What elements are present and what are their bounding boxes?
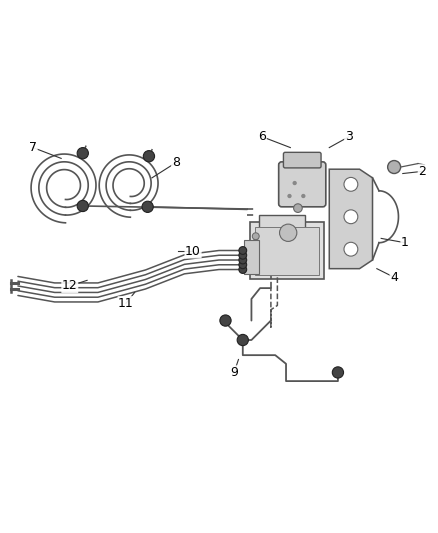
Circle shape bbox=[344, 243, 358, 256]
Text: 3: 3 bbox=[345, 130, 353, 143]
Circle shape bbox=[252, 259, 259, 265]
Text: 2: 2 bbox=[418, 165, 426, 178]
FancyBboxPatch shape bbox=[244, 240, 259, 274]
Circle shape bbox=[252, 239, 259, 246]
Circle shape bbox=[143, 151, 155, 162]
Text: 11: 11 bbox=[118, 297, 134, 310]
Text: 7: 7 bbox=[29, 141, 37, 154]
Circle shape bbox=[252, 233, 259, 240]
Text: 10: 10 bbox=[185, 245, 201, 258]
Circle shape bbox=[287, 194, 292, 198]
Circle shape bbox=[237, 334, 248, 345]
Circle shape bbox=[142, 201, 153, 213]
Circle shape bbox=[239, 256, 247, 264]
Circle shape bbox=[239, 252, 247, 259]
Text: 9: 9 bbox=[230, 366, 238, 379]
Circle shape bbox=[301, 194, 305, 198]
Circle shape bbox=[239, 261, 247, 269]
Circle shape bbox=[332, 367, 343, 378]
Circle shape bbox=[293, 204, 302, 213]
Circle shape bbox=[220, 315, 231, 326]
Text: 1: 1 bbox=[401, 236, 409, 249]
Circle shape bbox=[252, 252, 259, 259]
Circle shape bbox=[279, 224, 297, 241]
Circle shape bbox=[293, 181, 297, 185]
Circle shape bbox=[239, 247, 247, 254]
Text: 8: 8 bbox=[172, 156, 180, 169]
FancyBboxPatch shape bbox=[259, 215, 304, 248]
FancyBboxPatch shape bbox=[283, 152, 321, 168]
Circle shape bbox=[344, 177, 358, 191]
FancyBboxPatch shape bbox=[250, 222, 324, 279]
Circle shape bbox=[344, 210, 358, 224]
Circle shape bbox=[252, 265, 259, 272]
Circle shape bbox=[388, 160, 401, 174]
Circle shape bbox=[252, 246, 259, 253]
Circle shape bbox=[77, 200, 88, 212]
FancyBboxPatch shape bbox=[279, 162, 326, 207]
Circle shape bbox=[77, 148, 88, 159]
Text: 12: 12 bbox=[62, 279, 78, 293]
Text: 4: 4 bbox=[390, 271, 398, 284]
FancyBboxPatch shape bbox=[255, 227, 319, 275]
Polygon shape bbox=[329, 169, 372, 269]
Text: 6: 6 bbox=[258, 130, 266, 143]
Circle shape bbox=[239, 265, 247, 273]
